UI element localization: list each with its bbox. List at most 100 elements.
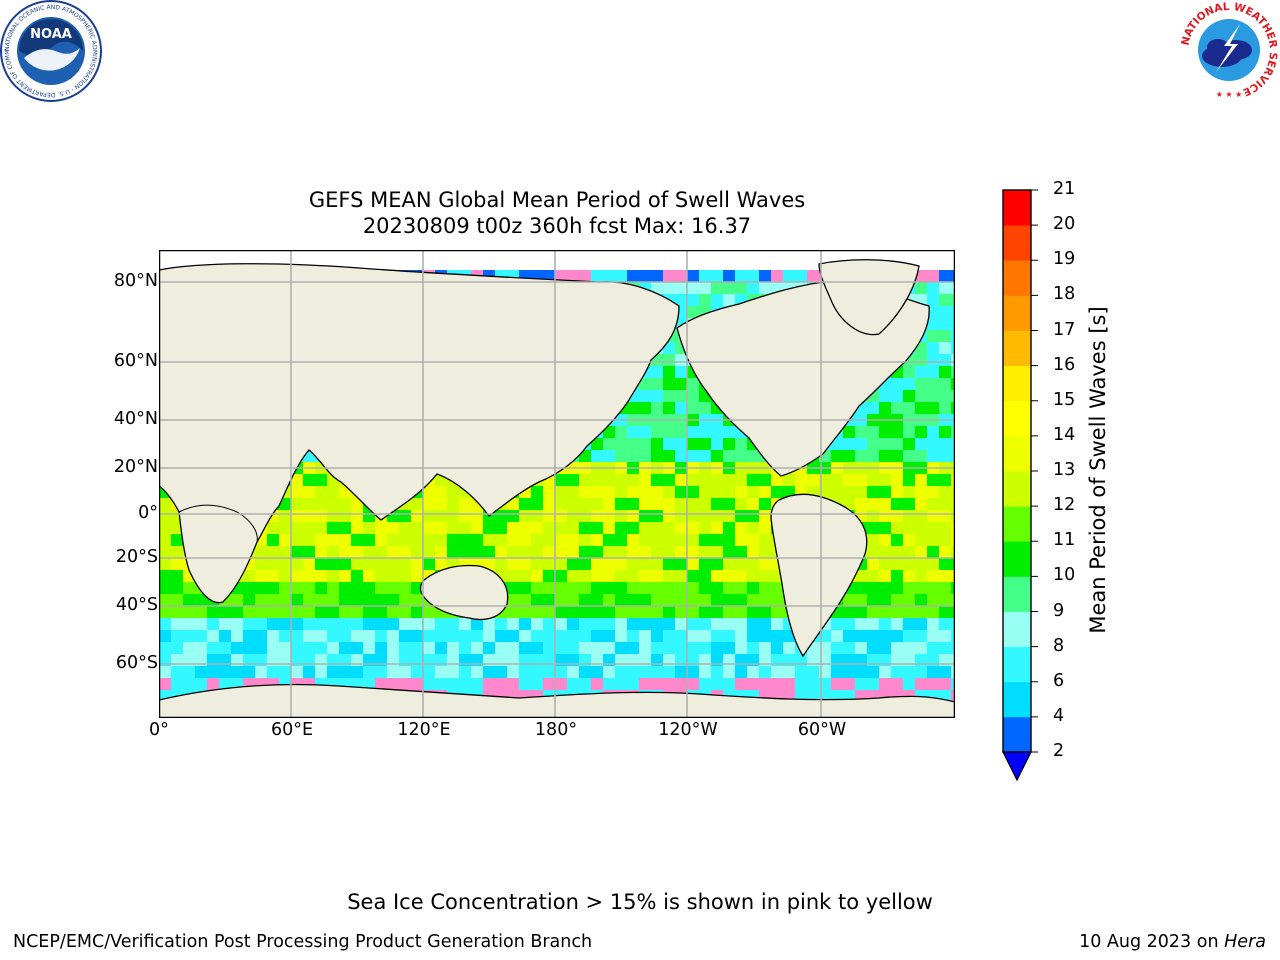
field-cell xyxy=(879,438,892,451)
field-cell xyxy=(735,582,748,595)
field-cell xyxy=(855,618,868,631)
field-cell xyxy=(675,270,688,283)
field-cell xyxy=(399,582,412,595)
field-cell xyxy=(879,450,892,463)
field-cell xyxy=(195,642,208,655)
field-cell xyxy=(735,522,748,535)
colorbar-segment xyxy=(1003,576,1031,612)
field-cell xyxy=(159,594,172,607)
field-cell xyxy=(843,666,856,679)
field-cell xyxy=(927,330,940,343)
field-cell xyxy=(711,294,724,307)
field-cell xyxy=(867,630,880,643)
field-cell xyxy=(675,378,688,391)
field-cell xyxy=(399,666,412,679)
field-cell xyxy=(891,486,904,499)
field-cell xyxy=(375,546,388,559)
field-cell xyxy=(951,498,955,511)
field-cell xyxy=(171,546,184,559)
map-frame xyxy=(159,250,955,718)
field-cell xyxy=(903,558,916,571)
field-cell xyxy=(735,486,748,499)
field-cell xyxy=(735,678,748,691)
field-cell xyxy=(567,618,580,631)
field-cell xyxy=(759,618,772,631)
field-cell xyxy=(411,546,424,559)
field-cell xyxy=(567,498,580,511)
field-cell xyxy=(363,642,376,655)
field-cell xyxy=(519,642,532,655)
field-cell xyxy=(879,546,892,559)
field-cell xyxy=(531,486,544,499)
field-cell xyxy=(675,498,688,511)
field-cell xyxy=(471,618,484,631)
field-cell xyxy=(579,630,592,643)
field-cell xyxy=(723,426,736,439)
field-cell xyxy=(183,594,196,607)
field-cell xyxy=(315,618,328,631)
field-cell xyxy=(687,522,700,535)
field-cell xyxy=(579,594,592,607)
field-cell xyxy=(267,666,280,679)
field-cell xyxy=(447,534,460,547)
field-cell xyxy=(951,438,955,451)
field-cell xyxy=(531,534,544,547)
field-cell xyxy=(363,534,376,547)
field-cell xyxy=(915,426,928,439)
field-cell xyxy=(711,282,724,295)
field-cell xyxy=(651,618,664,631)
field-cell xyxy=(387,594,400,607)
field-cell xyxy=(771,606,784,619)
field-cell xyxy=(855,630,868,643)
field-cell xyxy=(387,678,400,691)
field-cell xyxy=(303,498,316,511)
field-cell xyxy=(219,630,232,643)
field-cell xyxy=(639,606,652,619)
field-cell xyxy=(939,606,952,619)
field-cell xyxy=(507,522,520,535)
field-cell xyxy=(171,534,184,547)
field-cell xyxy=(951,306,955,319)
field-cell xyxy=(531,510,544,523)
field-cell xyxy=(891,378,904,391)
field-cell xyxy=(531,594,544,607)
field-cell xyxy=(807,666,820,679)
field-cell xyxy=(879,582,892,595)
field-cell xyxy=(879,618,892,631)
lon-label-180: 180° xyxy=(534,720,578,740)
field-cell xyxy=(663,678,676,691)
field-cell xyxy=(615,546,628,559)
field-cell xyxy=(627,474,640,487)
field-cell xyxy=(891,426,904,439)
field-cell xyxy=(351,618,364,631)
field-cell xyxy=(255,606,268,619)
field-cell xyxy=(627,630,640,643)
field-cell xyxy=(915,666,928,679)
field-cell xyxy=(555,678,568,691)
field-cell xyxy=(927,594,940,607)
field-cell xyxy=(279,558,292,571)
field-cell xyxy=(759,582,772,595)
field-cell xyxy=(315,546,328,559)
field-cell xyxy=(903,522,916,535)
field-cell xyxy=(939,450,952,463)
field-cell xyxy=(423,618,436,631)
field-cell xyxy=(675,474,688,487)
field-cell xyxy=(183,582,196,595)
field-cell xyxy=(543,522,556,535)
field-cell xyxy=(951,330,955,343)
field-cell xyxy=(447,666,460,679)
field-cell xyxy=(831,642,844,655)
field-cell xyxy=(507,570,520,583)
field-cell xyxy=(579,270,592,283)
field-cell xyxy=(627,522,640,535)
field-cell xyxy=(303,666,316,679)
field-cell xyxy=(687,630,700,643)
field-cell xyxy=(927,270,940,283)
field-cell xyxy=(543,594,556,607)
field-cell xyxy=(723,678,736,691)
field-cell xyxy=(735,474,748,487)
field-cell xyxy=(447,678,460,691)
field-cell xyxy=(711,594,724,607)
field-cell xyxy=(735,606,748,619)
